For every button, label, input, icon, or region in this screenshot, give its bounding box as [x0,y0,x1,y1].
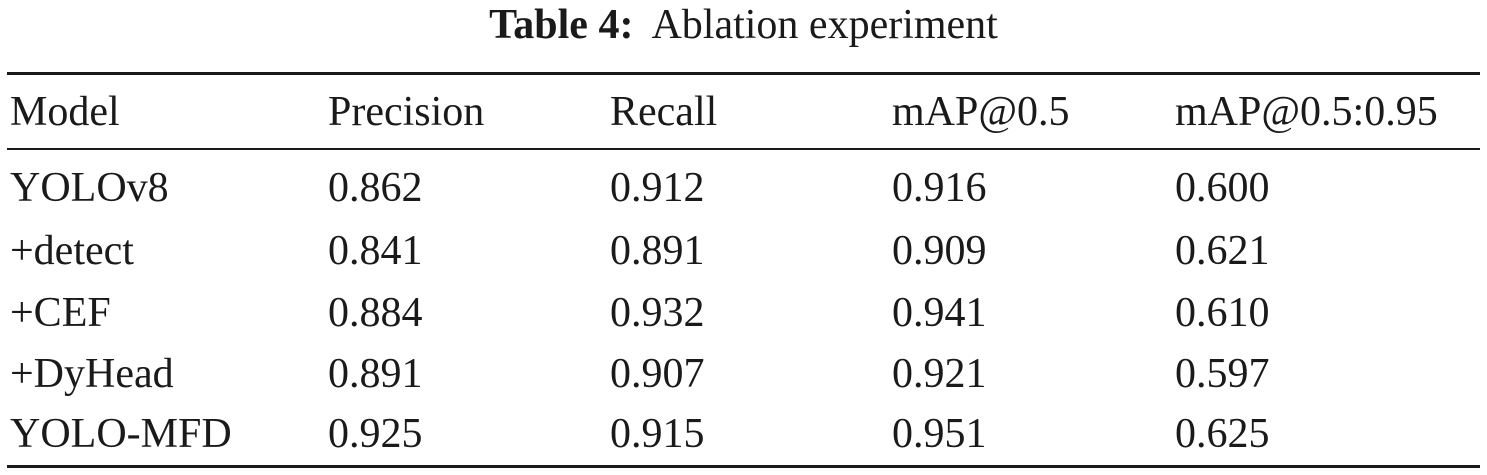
table-cell-map50-95: 0.597 [1175,351,1270,397]
table-cell-precision: 0.925 [328,411,423,457]
table-cell-model: YOLO-MFD [10,411,232,457]
table-cell-map50-95: 0.621 [1175,228,1270,274]
table-cell-map50: 0.921 [892,351,987,397]
table-cell-precision: 0.891 [328,351,423,397]
table-cell-map50: 0.916 [892,165,987,211]
header-cell-recall: Recall [610,89,718,135]
table-bottom-rule [7,465,1480,468]
table-top-rule [7,72,1480,75]
table-row: YOLO-MFD 0.925 0.915 0.951 0.625 [0,404,1487,464]
table-row: +DyHead 0.891 0.907 0.921 0.597 [0,344,1487,404]
table-row: +detect 0.841 0.891 0.909 0.621 [0,221,1487,281]
table-cell-recall: 0.912 [610,165,705,211]
table-cell-map50-95: 0.600 [1175,165,1270,211]
table-cell-map50-95: 0.625 [1175,411,1270,457]
table-cell-model: +DyHead [10,351,174,397]
table-caption-label: Table 4: [489,2,634,48]
table-cell-map50: 0.909 [892,228,987,274]
table-cell-map50: 0.951 [892,411,987,457]
table-cell-recall: 0.907 [610,351,705,397]
header-cell-map50-95: mAP@0.5:0.95 [1175,89,1438,135]
table-caption: Table 4: Ablation experiment [0,0,1487,50]
table-cell-recall: 0.891 [610,228,705,274]
table-header-rule [7,148,1480,150]
table-cell-recall: 0.915 [610,411,705,457]
table-cell-precision: 0.884 [328,290,423,336]
table-cell-precision: 0.841 [328,228,423,274]
table-row: +CEF 0.884 0.932 0.941 0.610 [0,283,1487,343]
header-cell-precision: Precision [328,89,485,135]
table-cell-map50: 0.941 [892,290,987,336]
table-row: YOLOv8 0.862 0.912 0.916 0.600 [0,158,1487,218]
table-cell-recall: 0.932 [610,290,705,336]
table-header-row: Model Precision Recall mAP@0.5 mAP@0.5:0… [0,82,1487,142]
table-caption-text: Ablation experiment [651,2,998,48]
table-cell-model: +detect [10,228,134,274]
header-cell-map50: mAP@0.5 [892,89,1070,135]
table-cell-precision: 0.862 [328,165,423,211]
header-cell-model: Model [10,89,120,135]
table-cell-model: +CEF [10,290,111,336]
table-cell-model: YOLOv8 [10,165,169,211]
table-cell-map50-95: 0.610 [1175,290,1270,336]
